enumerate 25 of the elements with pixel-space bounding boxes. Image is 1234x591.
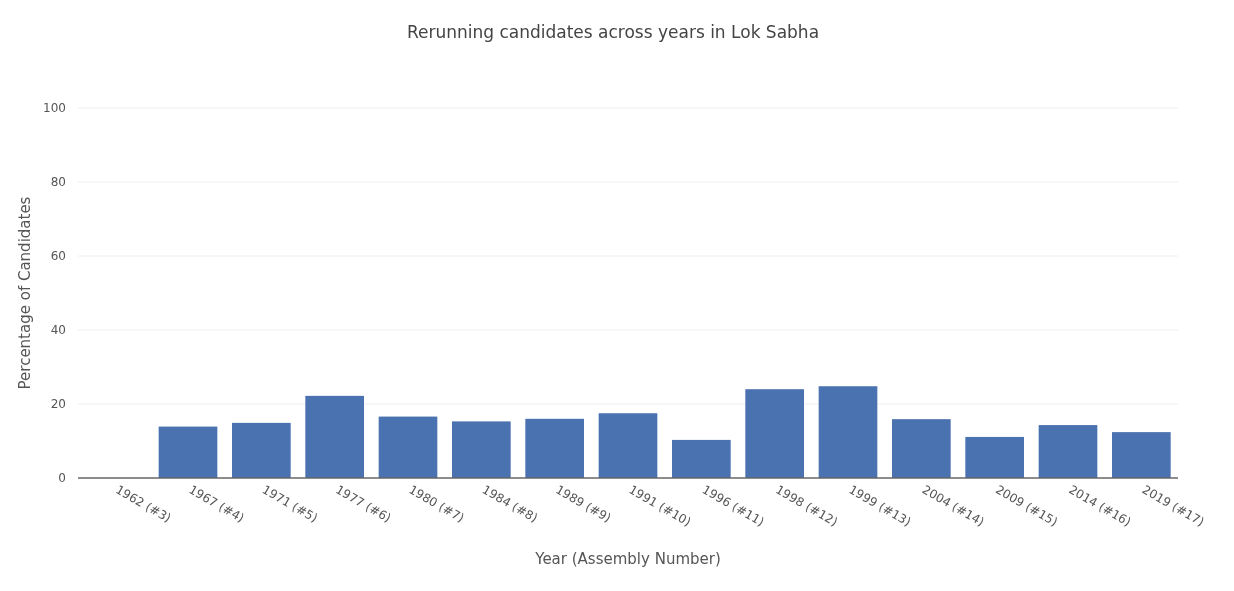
chart-title: Rerunning candidates across years in Lok Sabha (406, 22, 820, 42)
x-tick-label: 1977 (#6) (333, 482, 394, 526)
y-tick-label: 60 (50, 249, 66, 264)
bar (232, 422, 291, 478)
y-tick-label: 40 (50, 323, 66, 338)
y-tick-label: 20 (50, 397, 66, 412)
bar (672, 439, 731, 478)
bar (745, 389, 804, 478)
bar (818, 386, 878, 478)
bar (965, 436, 1024, 478)
bar (1112, 432, 1171, 478)
bar (305, 395, 364, 478)
bar (892, 419, 951, 478)
bar (525, 418, 584, 478)
bar (378, 416, 438, 478)
x-tick-label: 1967 (#4) (186, 482, 247, 526)
y-tick-label: 0 (58, 471, 66, 486)
bar (158, 426, 218, 478)
y-axis-title: Percentage of Candidates (16, 196, 34, 390)
bar (1038, 425, 1098, 478)
x-axis-title: Year (Assembly Number) (534, 550, 721, 568)
y-tick-label: 80 (50, 175, 66, 190)
bar (598, 413, 658, 478)
y-tick-label: 100 (43, 101, 66, 116)
bar (452, 421, 511, 478)
